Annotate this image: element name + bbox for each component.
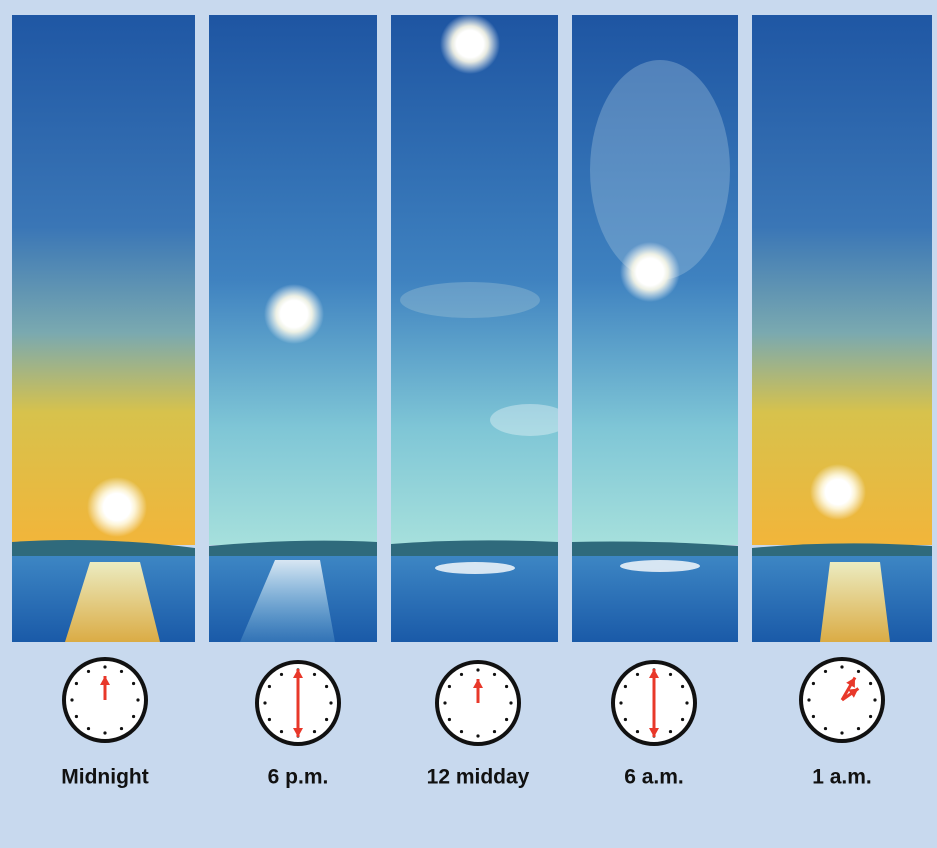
clock <box>437 662 519 744</box>
clock-dot <box>493 673 496 676</box>
clock <box>613 662 695 744</box>
clock-dot <box>329 701 332 704</box>
clock-dot <box>840 665 843 668</box>
clock-dot <box>812 682 815 685</box>
clock-dot <box>87 670 90 673</box>
clock-dot <box>325 685 328 688</box>
time-label: 12 midday <box>427 766 530 789</box>
time-label: 6 a.m. <box>624 766 684 789</box>
clock-dot <box>120 727 123 730</box>
time-label: 1 a.m. <box>812 766 872 789</box>
clock-dot <box>636 730 639 733</box>
clock-dot <box>505 685 508 688</box>
panel-6am <box>572 15 738 642</box>
clock-dot <box>669 730 672 733</box>
panel-1am <box>752 15 932 642</box>
clock-dot <box>103 665 106 668</box>
clock-dot <box>505 718 508 721</box>
clock-dot <box>460 673 463 676</box>
clock-dot <box>268 718 271 721</box>
time-label: Midnight <box>61 766 148 789</box>
clock-dot <box>624 685 627 688</box>
clock-dot <box>807 698 810 701</box>
clock-dot <box>681 718 684 721</box>
panel-midnight <box>12 15 195 642</box>
clock-dot <box>70 698 73 701</box>
clock-dot <box>280 673 283 676</box>
clock-dot <box>636 673 639 676</box>
clock-dot <box>443 701 446 704</box>
clock-dot <box>840 731 843 734</box>
clock-dot <box>268 685 271 688</box>
clock-dot <box>448 718 451 721</box>
clock-dot <box>87 727 90 730</box>
clock-dot <box>263 701 266 704</box>
clock-dot <box>448 685 451 688</box>
clock-dot <box>857 727 860 730</box>
clock-dot <box>624 718 627 721</box>
clock-dot <box>476 668 479 671</box>
clock-dot <box>136 698 139 701</box>
clock <box>257 662 339 744</box>
clock-dot <box>824 727 827 730</box>
clock-dot <box>619 701 622 704</box>
clock-dot <box>280 730 283 733</box>
clock-dot <box>681 685 684 688</box>
clock-dot <box>313 730 316 733</box>
clock-dot <box>869 682 872 685</box>
panel-12-midday <box>391 14 570 642</box>
clock-dot <box>869 715 872 718</box>
clock-dot <box>493 730 496 733</box>
clock-dot <box>75 682 78 685</box>
clock-dot <box>103 731 106 734</box>
clock-dot <box>313 673 316 676</box>
clock-dot <box>75 715 78 718</box>
clock-dot <box>120 670 123 673</box>
illustration: Midnight 6 p.m. 12 midday 6 a.m. 1 a.m. <box>0 0 937 848</box>
clock <box>801 659 883 741</box>
clock <box>64 659 146 741</box>
clock-dot <box>132 682 135 685</box>
clock-dot <box>132 715 135 718</box>
clock-dot <box>812 715 815 718</box>
clock-dot <box>509 701 512 704</box>
clock-dot <box>873 698 876 701</box>
clock-dot <box>824 670 827 673</box>
clock-dot <box>685 701 688 704</box>
clock-dot <box>857 670 860 673</box>
panel-6pm <box>209 15 377 642</box>
time-label: 6 p.m. <box>268 766 329 789</box>
clock-dot <box>325 718 328 721</box>
clock-dot <box>669 673 672 676</box>
clock-dot <box>476 734 479 737</box>
clock-dot <box>460 730 463 733</box>
